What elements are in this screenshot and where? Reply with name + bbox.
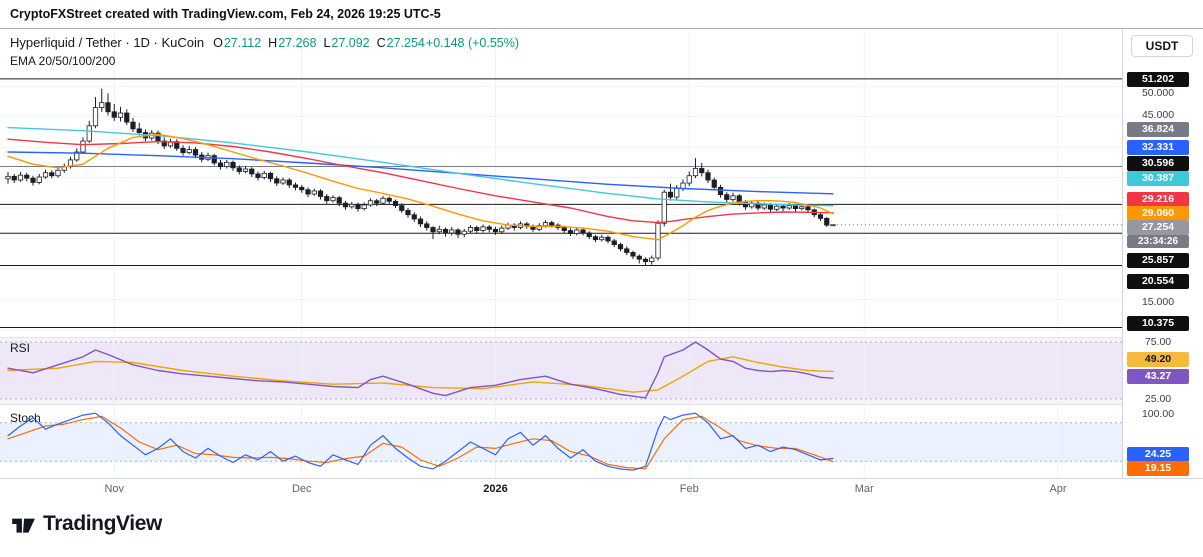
ohlc-value: 27.092 (331, 36, 370, 50)
countdown-badge: 23:34:26 (1127, 234, 1189, 248)
chart-frame: Hyperliquid / Tether · 1D · KuCoin O27.11… (0, 28, 1203, 501)
axis-label: 100.00 (1141, 407, 1175, 420)
axis-badge: 30.387 (1127, 170, 1189, 186)
axis-label: 45.000 (1141, 108, 1175, 121)
ohlc-value: 27.112 (223, 36, 262, 50)
footer: TradingView (0, 500, 1203, 557)
axis-badge: 29.216 (1127, 191, 1189, 207)
axis-badge: 20.554 (1127, 273, 1189, 289)
time-axis[interactable]: Nov Dec 2026 Feb Mar Apr (0, 478, 1203, 501)
attribution-text: CryptoFXStreet created with TradingView.… (10, 7, 441, 21)
axis-badge: 43.27 (1127, 368, 1189, 384)
ohlc-label: L (323, 36, 331, 50)
axis-badge: 10.375 (1127, 315, 1189, 331)
axis-badge: 27.254 (1127, 219, 1189, 235)
ohlc-label: H (268, 36, 278, 50)
tradingview-logo[interactable]: TradingView (10, 511, 162, 537)
month-label: Mar (854, 483, 874, 495)
ohlc-values: O27.112 H27.268 L27.092 C27.254+0.148 (+0.5… (206, 35, 519, 50)
month-label: Dec (291, 483, 312, 495)
tradingview-logo-icon (12, 518, 35, 533)
axis-badge: 51.202 (1127, 71, 1189, 87)
axis-badge: 29.060 (1127, 205, 1189, 221)
attribution-bar: CryptoFXStreet created with TradingView.… (0, 0, 1203, 28)
legend: Hyperliquid / Tether · 1D · KuCoin O27.11… (10, 35, 519, 68)
symbol-title: Hyperliquid / Tether · 1D · KuCoin (10, 35, 205, 50)
chart-canvas[interactable]: Hyperliquid / Tether · 1D · KuCoin O27.11… (0, 29, 1122, 478)
axis-badge: 32.331 (1127, 139, 1189, 155)
axis-badge: 49.20 (1127, 351, 1189, 367)
month-label: Feb (679, 483, 699, 495)
stoch-pane-label[interactable]: Stoch (10, 411, 41, 425)
ohlc-value: +0.148 (+0.55%) (425, 36, 520, 50)
chart-svg (0, 29, 1122, 478)
axis-badge: 30.596 (1127, 155, 1189, 171)
ohlc-label: C (376, 36, 386, 50)
axis-label: 50.000 (1141, 86, 1175, 99)
ohlc-label: O (213, 36, 223, 50)
currency-button[interactable]: USDT (1131, 35, 1193, 57)
ohlc-value: 27.254 (386, 36, 425, 50)
axis-badge: 24.25 (1127, 446, 1189, 462)
axis-badge: 25.857 (1127, 252, 1189, 268)
ema-legend-label: EMA 20/50/100/200 (10, 54, 116, 68)
rsi-pane-label[interactable]: RSI (10, 341, 31, 355)
axis-badge: 36.824 (1127, 121, 1189, 137)
ohlc-value: 27.268 (278, 36, 317, 50)
axis-badge: 19.15 (1127, 460, 1189, 476)
price-axis[interactable]: USDT 51.202 50.000 45.000 36.824 32.331 30.59… (1122, 29, 1203, 501)
month-label: Apr (1049, 483, 1067, 495)
tradingview-wordmark: TradingView (43, 512, 162, 535)
symbol-legend[interactable]: Hyperliquid / Tether · 1D · KuCoin O27.11… (10, 35, 519, 50)
axis-label: 25.00 (1144, 392, 1172, 405)
month-label: Nov (104, 483, 125, 495)
ema-legend[interactable]: EMA 20/50/100/200 (10, 54, 519, 68)
axis-label: 15.000 (1141, 295, 1175, 308)
month-label: 2026 (483, 483, 508, 495)
axis-label: 75.00 (1144, 335, 1172, 348)
